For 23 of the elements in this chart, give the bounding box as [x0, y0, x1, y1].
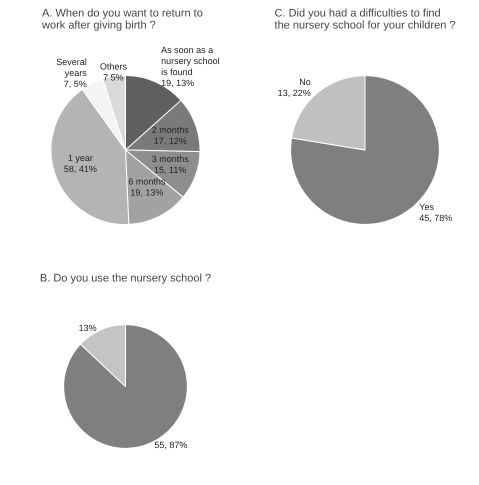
data-label: 7, 5%: [64, 79, 87, 90]
slice-label: 6 months: [128, 176, 166, 187]
data-label: 7 5%: [103, 72, 124, 83]
slice-label: Several years: [56, 57, 88, 78]
slice-label: 2 months: [152, 125, 190, 136]
slice-label: 3 months: [152, 154, 190, 164]
data-label: 17, 12%: [154, 136, 187, 146]
chart-title: B. Do you use the nursery school ?: [40, 272, 212, 284]
data-label: 15, 11%: [154, 164, 186, 175]
slice-label: As soon as a nursery school is found: [161, 44, 220, 77]
slice-label: Yes: [419, 202, 434, 212]
slice-label: No: [299, 77, 311, 88]
slice-label: 1 year: [68, 153, 93, 164]
data-label: 45, 78%: [419, 212, 452, 223]
data-label: 55, 87%: [154, 440, 188, 450]
data-label: 13%: [78, 323, 97, 334]
data-label: 58, 41%: [64, 164, 97, 174]
chart-title: A. When do you want to return to work after giving birth ?: [41, 8, 203, 32]
slice-label: Others: [100, 62, 128, 72]
data-label: 19, 13%: [130, 188, 164, 198]
data-label: 13, 22%: [278, 88, 311, 98]
chart-title: C. Did you had a difficulties to find the nursery school for your children ?: [274, 8, 456, 32]
data-label: 19, 13%: [161, 78, 194, 88]
